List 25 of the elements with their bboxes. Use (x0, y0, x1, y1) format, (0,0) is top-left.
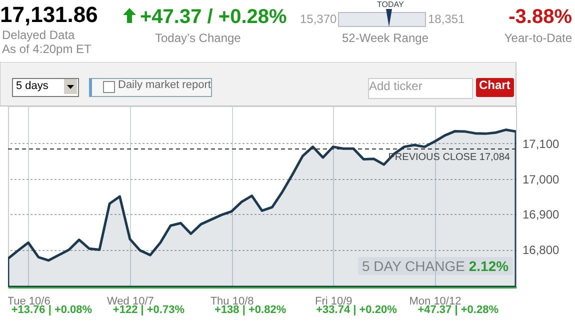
text: -3.88% (508, 6, 572, 29)
text: Year-to-Date (504, 31, 572, 45)
text: Delayed Data (2, 28, 75, 42)
text: +47.37 / +0.28% (140, 6, 287, 29)
annotation: 5 DAY CHANGE 2.12% (362, 258, 509, 274)
text: +47.37 | +0.28% (418, 304, 498, 316)
text: TODAY (377, 0, 404, 9)
text: Chart (479, 78, 510, 92)
text: Add ticker (369, 79, 422, 93)
text: Today’s Change (155, 31, 241, 45)
text: 17,131.86 (0, 2, 98, 28)
y-tick-label: 16,800 (522, 243, 560, 258)
text: 15,370 (300, 12, 337, 26)
text: Daily market report (118, 79, 211, 91)
text: +138 | +0.82% (214, 304, 286, 316)
text: +122 | +0.73% (112, 304, 184, 316)
text: As of 4:20pm ET (2, 42, 92, 56)
text: 18,351 (428, 12, 465, 26)
text: 5 days (16, 80, 48, 92)
text: +33.74 | +0.20% (316, 304, 397, 316)
y-tick-label: 17,100 (522, 136, 560, 151)
y-tick-label: 17,000 (522, 172, 560, 186)
text: +13.76 | +0.08% (11, 304, 92, 316)
text: 52-Week Range (342, 31, 428, 45)
y-tick-label: 16,900 (522, 208, 560, 222)
